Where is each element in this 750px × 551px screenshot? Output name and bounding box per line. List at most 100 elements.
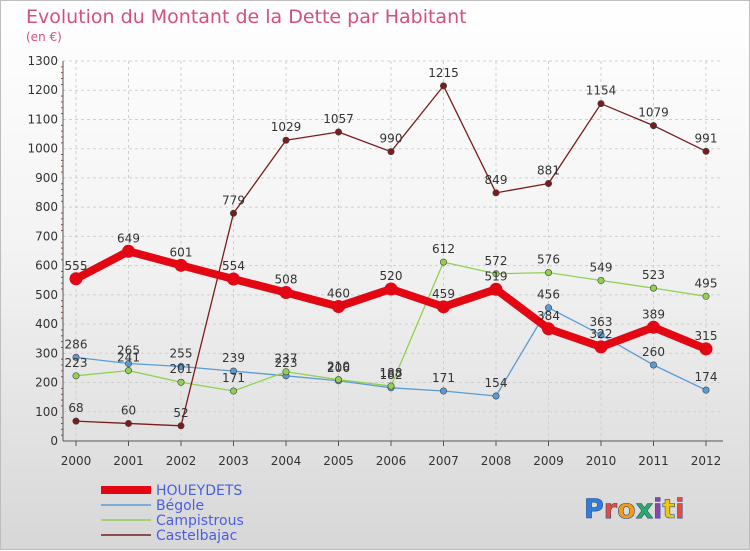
data-point bbox=[230, 209, 238, 217]
data-point bbox=[125, 419, 133, 427]
data-point bbox=[279, 286, 293, 300]
chart-title: Evolution du Montant de la Dette par Hab… bbox=[26, 6, 467, 28]
data-point bbox=[334, 128, 342, 136]
data-point bbox=[489, 282, 503, 296]
data-label: 495 bbox=[695, 276, 718, 290]
x-tick-label: 2008 bbox=[481, 454, 512, 468]
data-point bbox=[544, 304, 552, 312]
data-point bbox=[437, 300, 450, 314]
data-label: 1215 bbox=[428, 66, 459, 80]
x-tick-label: 2003 bbox=[218, 454, 249, 468]
data-point bbox=[597, 277, 605, 285]
data-label: 881 bbox=[537, 163, 560, 177]
data-point bbox=[177, 362, 185, 370]
data-label: 612 bbox=[432, 242, 455, 256]
x-tick-label: 2002 bbox=[166, 454, 197, 468]
chart-subtitle: (en €) bbox=[26, 30, 62, 44]
data-point bbox=[597, 100, 605, 108]
data-point bbox=[334, 376, 342, 384]
svg-text:Proxiti: Proxiti bbox=[584, 494, 685, 525]
data-label: 210 bbox=[327, 360, 350, 374]
y-tick-label: 700 bbox=[35, 229, 58, 243]
data-point bbox=[125, 360, 133, 368]
data-point bbox=[227, 272, 240, 286]
legend-label: Campistrous bbox=[156, 513, 244, 529]
x-tick-label: 2006 bbox=[376, 454, 407, 468]
data-label: 601 bbox=[170, 245, 193, 259]
data-label: 68 bbox=[68, 401, 83, 415]
data-label: 1154 bbox=[586, 84, 617, 98]
y-tick-label: 100 bbox=[35, 405, 58, 419]
x-tick-label: 2010 bbox=[586, 454, 617, 468]
data-point bbox=[122, 244, 135, 258]
data-point bbox=[647, 320, 660, 334]
data-point bbox=[230, 387, 238, 395]
data-label: 990 bbox=[380, 132, 403, 146]
y-tick-label: 500 bbox=[35, 288, 58, 302]
data-point bbox=[387, 148, 395, 156]
data-label: 182 bbox=[380, 368, 403, 382]
data-label: 188 bbox=[380, 366, 403, 380]
y-tick-label: 1200 bbox=[27, 83, 58, 97]
data-point bbox=[177, 422, 185, 430]
data-label: 779 bbox=[222, 193, 245, 207]
x-tick-label: 2004 bbox=[271, 454, 302, 468]
data-point bbox=[387, 382, 395, 390]
data-point bbox=[282, 136, 290, 144]
data-label: 171 bbox=[222, 371, 245, 385]
data-point bbox=[282, 368, 290, 376]
data-point bbox=[649, 361, 657, 369]
data-point bbox=[439, 387, 447, 395]
data-point bbox=[702, 292, 710, 300]
x-tick-label: 2005 bbox=[323, 454, 354, 468]
data-label: 849 bbox=[485, 173, 508, 187]
data-label: 520 bbox=[380, 269, 403, 283]
data-label: 322 bbox=[590, 327, 613, 341]
data-label: 239 bbox=[222, 351, 245, 365]
x-tick-label: 2001 bbox=[113, 454, 144, 468]
data-point bbox=[72, 353, 80, 361]
data-label: 363 bbox=[590, 315, 613, 329]
data-point bbox=[649, 122, 657, 130]
data-point bbox=[544, 269, 552, 277]
data-point bbox=[699, 342, 713, 356]
data-label: 460 bbox=[327, 287, 350, 301]
y-tick-label: 400 bbox=[35, 317, 58, 331]
data-point bbox=[544, 179, 552, 187]
data-label: 60 bbox=[121, 403, 136, 417]
data-point bbox=[69, 272, 83, 286]
data-point bbox=[125, 367, 133, 375]
y-tick-label: 600 bbox=[35, 259, 58, 273]
axes: 0 100 200 300 400 500 600 700 800 900 1000 1100 1200… bbox=[27, 54, 723, 468]
series-lines bbox=[69, 82, 713, 430]
y-tick-label: 1000 bbox=[27, 142, 58, 156]
x-tick-label: 2012 bbox=[691, 454, 722, 468]
data-point bbox=[332, 300, 345, 314]
legend-label: Bégole bbox=[156, 498, 204, 514]
data-label: 572 bbox=[485, 254, 508, 268]
data-label: 1029 bbox=[271, 120, 302, 134]
data-point bbox=[649, 284, 657, 292]
data-label: 171 bbox=[432, 371, 455, 385]
data-label: 265 bbox=[117, 344, 140, 358]
data-label: 52 bbox=[173, 406, 188, 420]
data-label: 154 bbox=[485, 376, 508, 390]
data-label: 554 bbox=[222, 259, 245, 273]
data-point bbox=[594, 340, 608, 354]
x-tick-label: 2011 bbox=[638, 454, 669, 468]
data-label: 286 bbox=[65, 337, 88, 351]
data-point bbox=[230, 367, 238, 375]
data-point bbox=[174, 258, 188, 272]
x-tick-label: 2009 bbox=[533, 454, 564, 468]
data-point bbox=[492, 392, 500, 400]
data-label: 223 bbox=[275, 356, 298, 370]
data-point bbox=[542, 322, 555, 336]
data-point bbox=[702, 386, 710, 394]
data-label: 1057 bbox=[323, 112, 354, 126]
data-label: 459 bbox=[432, 287, 455, 301]
data-point bbox=[72, 417, 80, 425]
data-point bbox=[492, 189, 500, 197]
data-point bbox=[702, 147, 710, 155]
x-tick-label: 2007 bbox=[428, 454, 459, 468]
